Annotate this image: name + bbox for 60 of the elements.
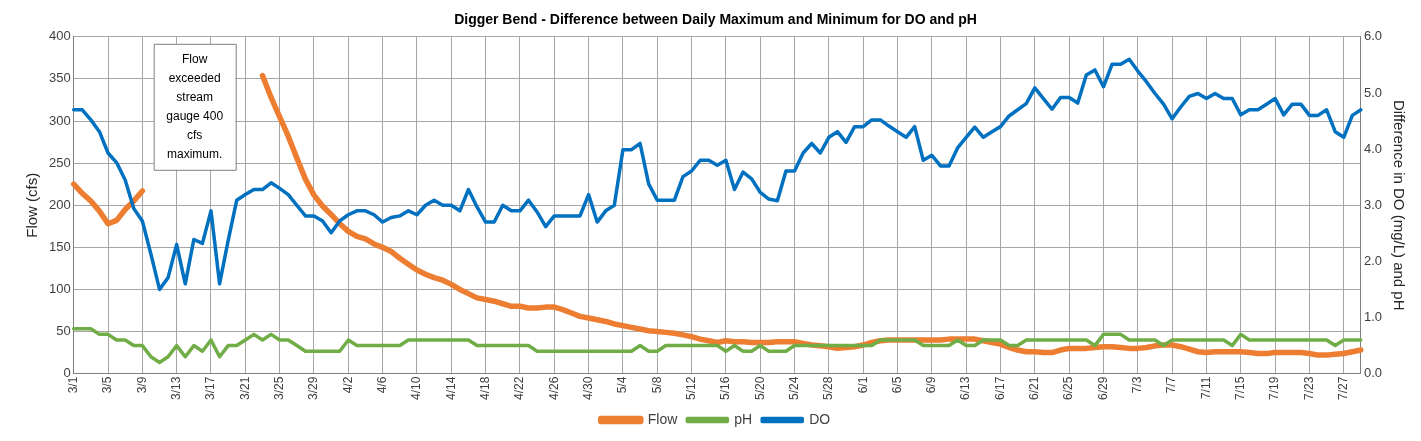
x-tick-label: 3/17 [203, 376, 218, 400]
x-tick-label: 7/19 [1267, 376, 1282, 400]
x-tick-label: 6/1 [855, 376, 870, 394]
x-tick-label: 6/13 [958, 376, 973, 400]
y-tick-label: 250 [48, 154, 71, 170]
y2-tick-label: 2.0 [1363, 252, 1383, 268]
y2-tick-label: 0.0 [1363, 365, 1383, 381]
x-tick-label: 6/9 [924, 376, 939, 394]
x-tick-label: 6/5 [889, 376, 904, 394]
x-tick-label: 3/29 [306, 376, 321, 400]
annotation: Flow exceeded stream gauge 400 cfs maximum. [166, 51, 224, 161]
chart-title: Digger Bend - Difference between Daily Maximum and Minimum for DO and pH [454, 11, 977, 28]
x-tick-label: 5/4 [615, 376, 630, 394]
x-tick-label: 4/6 [374, 376, 389, 394]
x-tick-label: 4/2 [340, 376, 355, 394]
x-tick-label: 5/16 [718, 376, 733, 400]
x-tick-label: 3/13 [168, 376, 183, 400]
legend-label: Flow [647, 410, 679, 427]
x-tick-label: 3/21 [237, 376, 252, 400]
x-tick-label: 5/24 [786, 376, 801, 400]
x-tick-label: 4/14 [443, 376, 458, 400]
x-tick-label: 4/30 [580, 376, 595, 400]
x-tick-label: 6/29 [1095, 376, 1110, 400]
y2-tick-label: 1.0 [1363, 309, 1383, 325]
legend-label: pH [734, 410, 753, 427]
x-tick-label: 3/1 [66, 376, 80, 394]
x-tick-label: 6/25 [1061, 376, 1076, 400]
y-tick-label: 400 [48, 28, 71, 44]
x-tick-label: 7/15 [1233, 376, 1248, 400]
y-tick-label: 200 [48, 196, 71, 212]
y2-axis-title: Difference in DO (mg/L) and pH [1390, 99, 1408, 311]
x-tick-label: 5/8 [649, 376, 664, 394]
x-tick-label: 7/23 [1301, 376, 1316, 400]
x-tick-label: 3/5 [100, 376, 115, 394]
x-tick-label: 4/18 [477, 376, 492, 400]
x-tick-label: 7/7 [1164, 376, 1179, 394]
x-tick-label: 4/10 [409, 376, 424, 400]
y-tick-label: 300 [48, 112, 71, 128]
x-tick-label: 5/20 [752, 376, 767, 400]
y-tick-label: 150 [48, 238, 71, 254]
y-tick-label: 100 [48, 281, 71, 297]
x-tick-label: 5/28 [821, 376, 836, 400]
x-tick-label: 6/17 [992, 376, 1007, 400]
y2-tick-label: 5.0 [1363, 84, 1383, 100]
y-tick-label: 50 [56, 323, 71, 339]
x-tick-label: 7/27 [1336, 376, 1351, 400]
x-tick-label: 4/26 [546, 376, 561, 400]
x-tick-label: 4/22 [512, 376, 527, 400]
y-tick-label: 350 [48, 70, 71, 86]
y2-tick-label: 3.0 [1363, 196, 1383, 212]
y2-tick-label: 4.0 [1363, 140, 1383, 156]
legend-label: DO [809, 410, 831, 427]
y-axis-title: Flow (cfs) [23, 172, 41, 238]
y2-tick-label: 6.0 [1363, 28, 1383, 44]
x-tick-label: 6/21 [1027, 376, 1042, 400]
x-tick-label: 7/3 [1130, 376, 1145, 394]
x-tick-label: 3/25 [271, 376, 286, 400]
x-tick-label: 3/9 [134, 376, 149, 394]
x-tick-label: 5/12 [683, 376, 698, 400]
x-tick-label: 7/11 [1198, 376, 1213, 400]
